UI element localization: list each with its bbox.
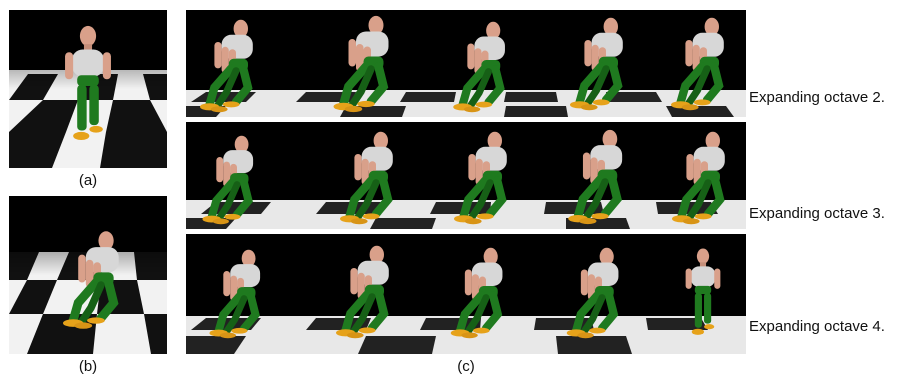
panel-b-image: [9, 196, 167, 354]
panel-a-image: [9, 10, 167, 168]
panel-c-row-1-image: [186, 10, 746, 117]
caption-c: (c): [457, 358, 475, 375]
row-1-label: Expanding octave 2.: [749, 89, 885, 106]
caption-b: (b): [78, 358, 98, 375]
row-2-label: Expanding octave 3.: [749, 205, 885, 222]
panel-c-row-2-image: [186, 122, 746, 229]
caption-a: (a): [78, 172, 98, 189]
row-3-label: Expanding octave 4.: [749, 318, 885, 335]
panel-c-row-3-image: [186, 234, 746, 354]
